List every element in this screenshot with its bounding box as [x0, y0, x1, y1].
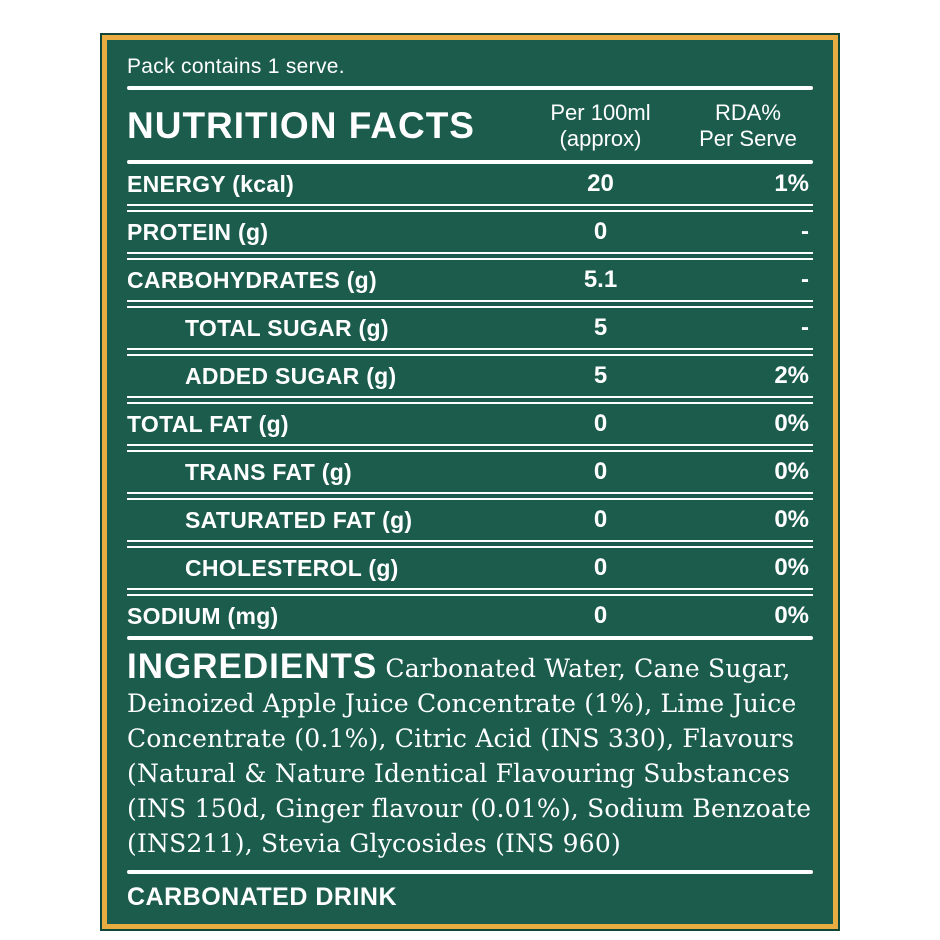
nutrient-label: TOTAL SUGAR (g) — [185, 315, 389, 341]
per-100ml-value: 0 — [593, 602, 608, 629]
nutrition-table: ENERGY (kcal) 20 1% PROTEIN (g) 0- CARBOHYDRA… — [127, 164, 813, 636]
table-row: SATURATED FAT (g) 0 0% — [127, 500, 813, 540]
rda-per-serve-value: 2% — [774, 362, 809, 389]
rda-per-serve-value: 1% — [774, 170, 809, 197]
rda-per-serve-value: - — [801, 314, 809, 341]
nutrient-label: TRANS FAT (g) — [185, 459, 352, 485]
nutrient-label: CHOLESTEROL (g) — [185, 555, 399, 581]
nutrition-label-panel: Pack contains 1 serve. NUTRITION FACTS P… — [102, 35, 838, 929]
column-header-rda-line2: Per Serve — [699, 126, 797, 151]
ingredients-section: INGREDIENTS Carbonated Water, Cane Sugar… — [127, 649, 813, 861]
divider-line — [127, 160, 813, 164]
table-row: CHOLESTEROL (g) 0 0% — [127, 548, 813, 588]
rda-per-serve-value: 0% — [774, 602, 809, 629]
table-header: NUTRITION FACTS Per 100ml (approx) RDA% … — [127, 90, 813, 160]
table-row: TRANS FAT (g) 0 0% — [127, 452, 813, 492]
nutrient-label: SODIUM (mg) — [127, 603, 279, 629]
rda-per-serve-value: 0% — [774, 506, 809, 533]
divider-line — [127, 870, 813, 874]
table-row: TOTAL FAT (g) 0 0% — [127, 404, 813, 444]
rda-per-serve-value: - — [801, 266, 809, 293]
per-100ml-value: 0 — [593, 506, 608, 533]
row-divider-double-line — [127, 204, 813, 212]
ingredients-heading: INGREDIENTS — [127, 647, 378, 686]
rda-per-serve-value: 0% — [774, 410, 809, 437]
pack-contains-note: Pack contains 1 serve. — [127, 55, 345, 78]
column-header-per-100ml-line1: Per 100ml — [550, 100, 651, 125]
per-100ml-value: 20 — [587, 170, 614, 197]
table-row: ENERGY (kcal) 20 1% — [127, 164, 813, 204]
table-row: SODIUM (mg) 0 0% — [127, 596, 813, 636]
rda-per-serve-value: 0% — [774, 458, 809, 485]
per-100ml-value: 0 — [593, 554, 608, 581]
ingredients-text: Carbonated Water, Cane Sugar, Deinoized … — [127, 654, 812, 858]
nutrient-label: ENERGY (kcal) — [127, 171, 295, 197]
per-100ml-value: 5 — [593, 362, 608, 389]
row-divider-double-line — [127, 300, 813, 308]
rda-per-serve-value: - — [801, 218, 809, 245]
row-divider-double-line — [127, 492, 813, 500]
per-100ml-value: 5 — [593, 314, 608, 341]
column-header-per-100ml-line2: (approx) — [559, 126, 642, 151]
row-divider-double-line — [127, 540, 813, 548]
divider-line — [127, 636, 813, 640]
per-100ml-value: 0 — [593, 218, 608, 245]
nutrient-label: SATURATED FAT (g) — [185, 507, 413, 533]
row-divider-double-line — [127, 444, 813, 452]
nutrient-label: PROTEIN (g) — [127, 219, 269, 245]
column-header-per-100ml: Per 100ml (approx) — [518, 100, 683, 152]
column-header-rda-line1: RDA% — [714, 100, 781, 125]
nutrient-label: TOTAL FAT (g) — [127, 411, 289, 437]
per-100ml-value: 0 — [593, 458, 608, 485]
nutrient-label: ADDED SUGAR (g) — [185, 363, 397, 389]
nutrition-facts-title: NUTRITION FACTS — [127, 105, 475, 146]
nutrient-label: CARBOHYDRATES (g) — [127, 267, 377, 293]
column-header-rda: RDA% Per Serve — [683, 100, 813, 152]
rda-per-serve-value: 0% — [774, 554, 809, 581]
per-100ml-value: 0 — [593, 410, 608, 437]
row-divider-double-line — [127, 396, 813, 404]
table-row: PROTEIN (g) 0 - — [127, 212, 813, 252]
row-divider-double-line — [127, 588, 813, 596]
per-100ml-value: 5.1 — [583, 266, 618, 293]
row-divider-double-line — [127, 348, 813, 356]
table-row: CARBOHYDRATES (g) 5.1 - — [127, 260, 813, 300]
divider-line — [127, 86, 813, 90]
table-row: ADDED SUGAR (g) 5 2% — [127, 356, 813, 396]
row-divider-double-line — [127, 252, 813, 260]
table-row: TOTAL SUGAR (g) 5 - — [127, 308, 813, 348]
product-type-label: CARBONATED DRINK — [127, 883, 398, 911]
